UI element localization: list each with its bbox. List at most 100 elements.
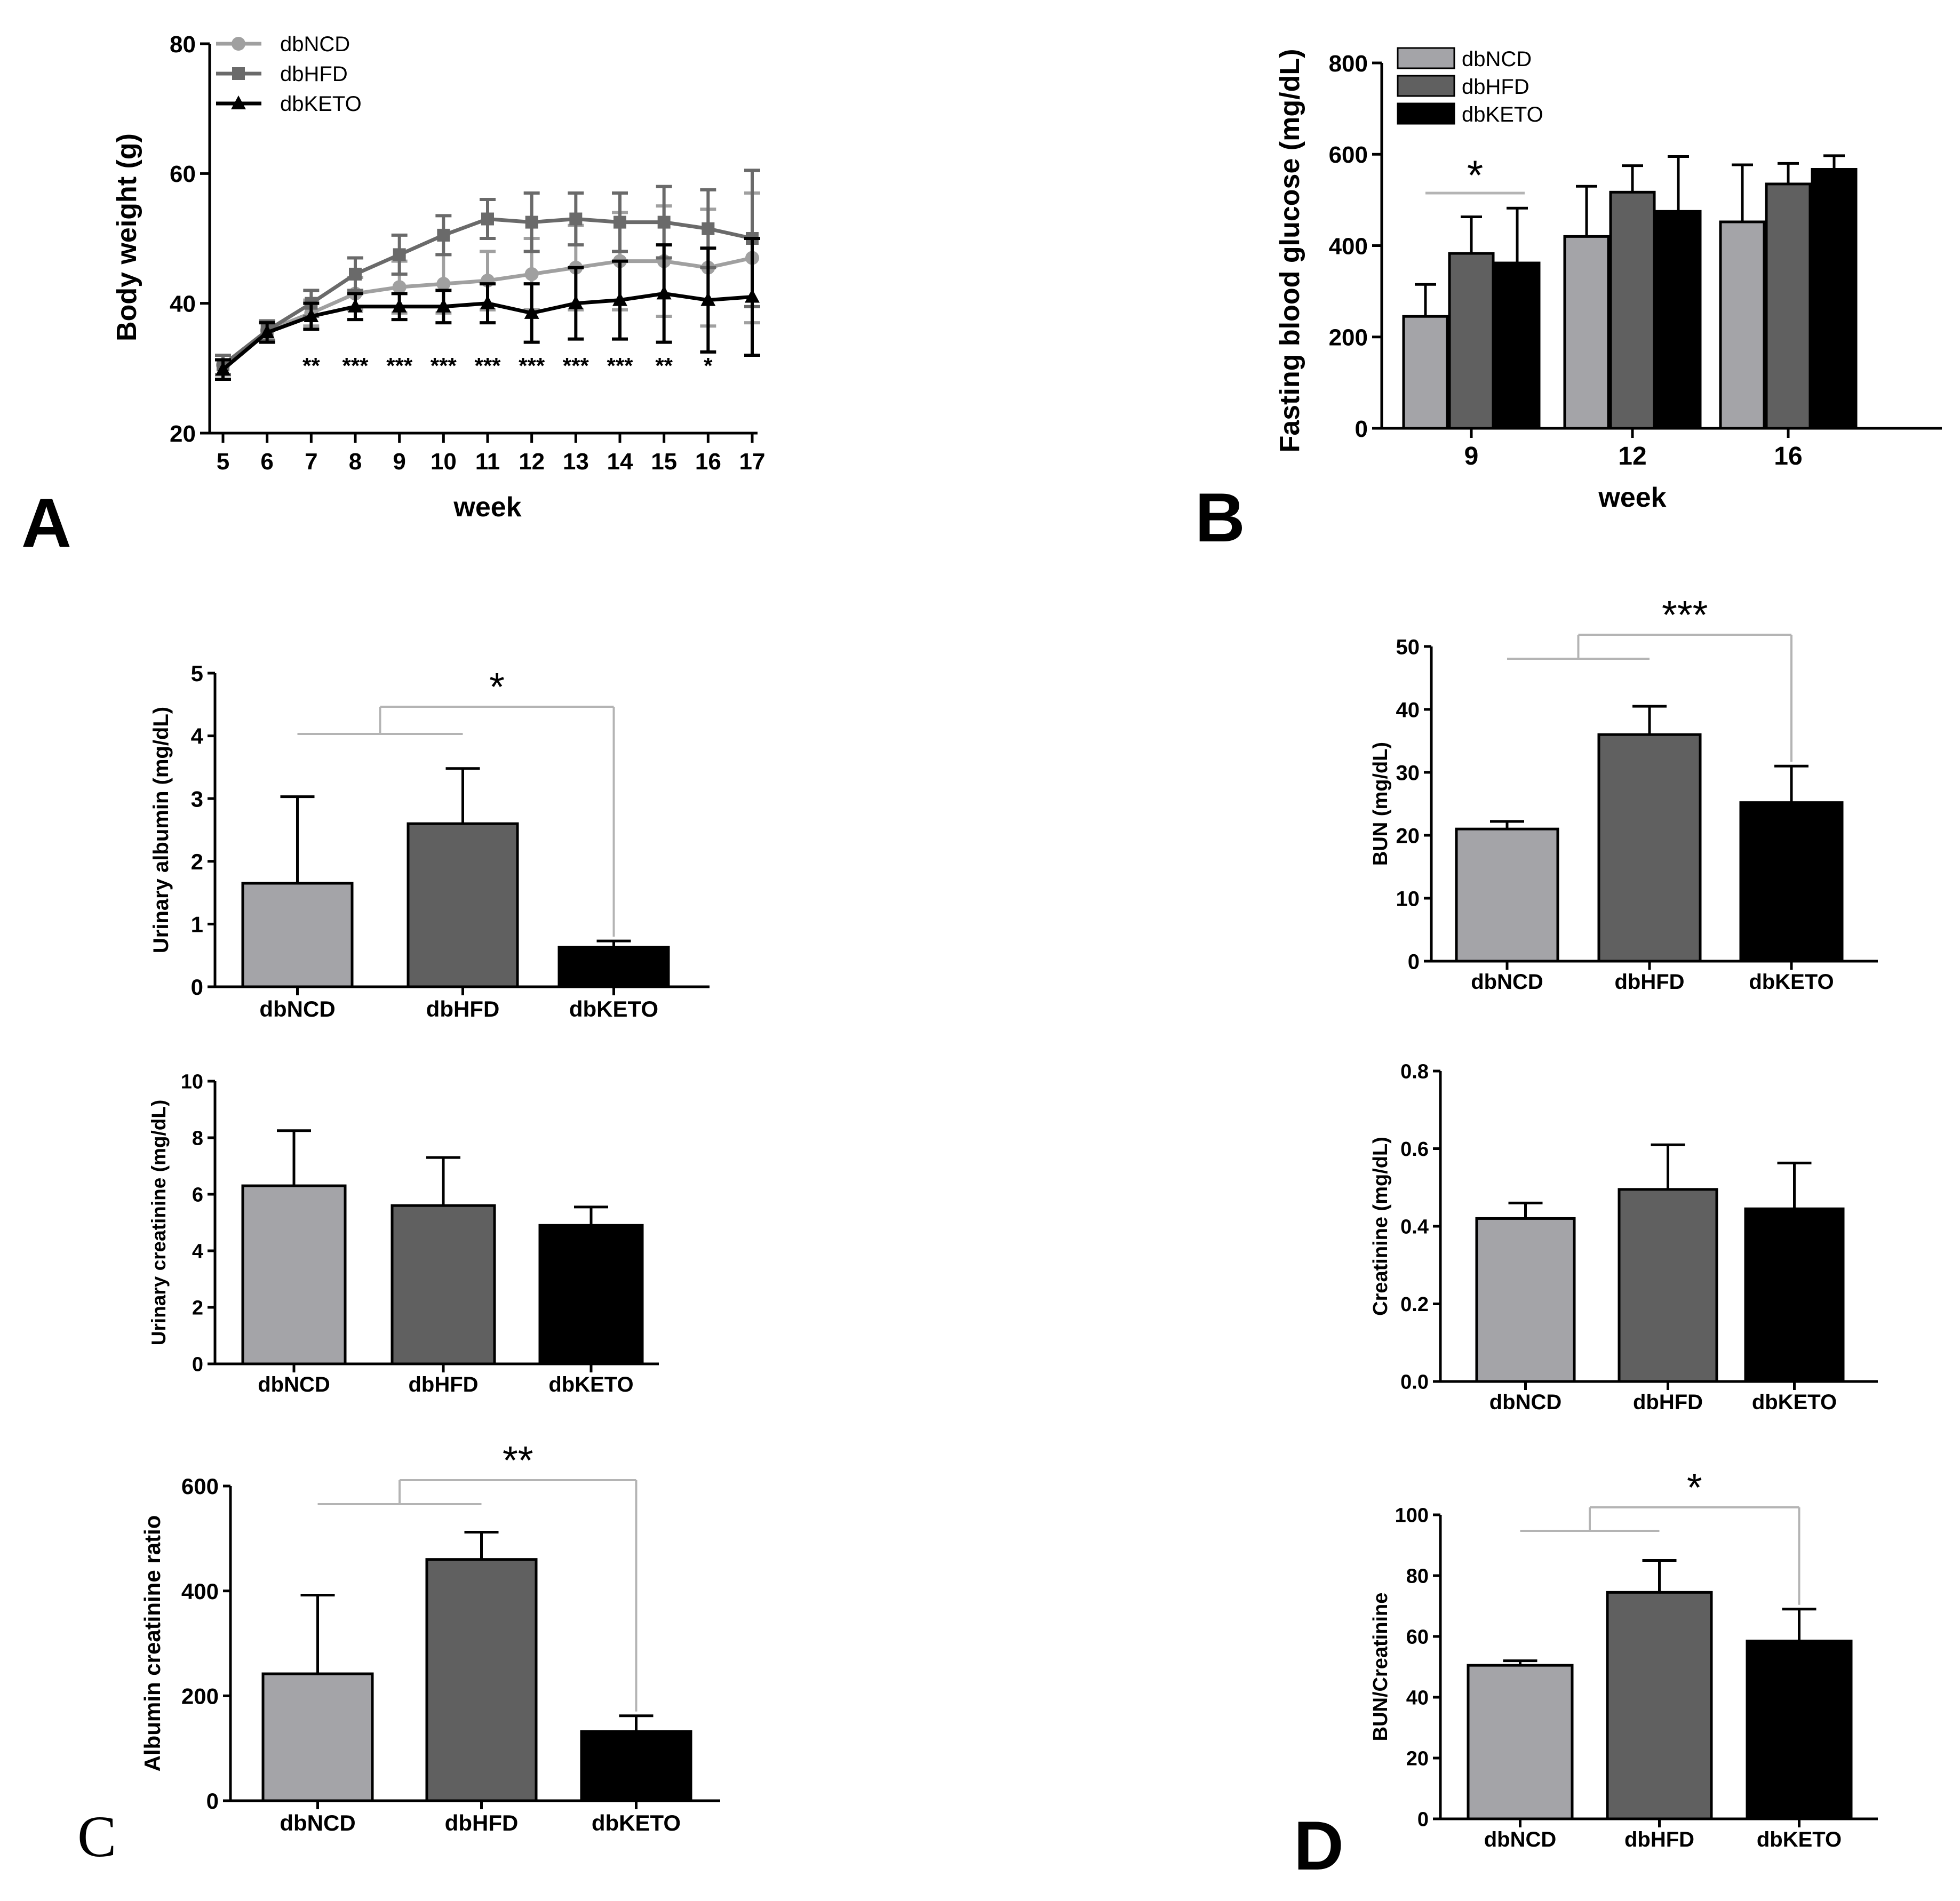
y-tick-label: 8 bbox=[192, 1128, 203, 1150]
y-axis-title: Urinary albumin (mg/dL) bbox=[149, 707, 173, 953]
panel-label-d: D bbox=[1294, 1807, 1344, 1884]
x-tick-label: dbNCD bbox=[1471, 970, 1543, 994]
y-tick-label: 50 bbox=[1396, 635, 1420, 659]
x-tick-label: 10 bbox=[431, 449, 457, 475]
x-tick-label: dbHFD bbox=[1633, 1391, 1703, 1414]
data-point bbox=[392, 298, 407, 313]
data-point bbox=[304, 308, 319, 322]
y-axis-title: Fasting blood glucose (mg/dL) bbox=[1274, 49, 1305, 453]
x-tick-label: 12 bbox=[1618, 442, 1646, 470]
y-tick-label: 0 bbox=[191, 975, 203, 1000]
x-axis-title: week bbox=[1598, 482, 1666, 513]
bar-dbKETO bbox=[1811, 168, 1858, 430]
data-point bbox=[614, 215, 626, 229]
y-tick-label: 60 bbox=[170, 161, 196, 187]
x-tick-label: dbHFD bbox=[1614, 970, 1684, 994]
y-tick-label: 10 bbox=[181, 1071, 203, 1093]
x-tick-label: dbKETO bbox=[548, 1373, 633, 1396]
y-tick-label: 20 bbox=[1406, 1748, 1429, 1770]
bar-dbHFD bbox=[1606, 1591, 1713, 1820]
data-point bbox=[524, 305, 539, 319]
y-axis-title: Creatinine (mg/dL) bbox=[1369, 1137, 1392, 1316]
bar-dbHFD bbox=[425, 1558, 538, 1802]
y-tick-label: 80 bbox=[1406, 1565, 1429, 1588]
data-point bbox=[216, 361, 230, 376]
series-dbKETO bbox=[215, 237, 760, 381]
y-tick-label: 400 bbox=[181, 1579, 219, 1604]
legend-label: dbHFD bbox=[1462, 75, 1529, 99]
legend-label: dbKETO bbox=[280, 92, 362, 116]
legend-swatch bbox=[1397, 102, 1455, 125]
bar-dbHFD bbox=[1609, 190, 1656, 430]
x-tick-label: dbNCD bbox=[1484, 1828, 1557, 1851]
y-tick-label: 0 bbox=[206, 1788, 219, 1814]
chart-c1: 0 1 2 3 4 5 Urinary albumin (mg/dL) dbNCD dbHFD d… bbox=[149, 661, 710, 1021]
x-tick-label: dbNCD bbox=[1489, 1391, 1562, 1414]
legend: dbNCD dbHFD dbKETO bbox=[216, 33, 362, 116]
legend-marker bbox=[231, 95, 246, 109]
x-tick-label: 16 bbox=[1774, 442, 1802, 470]
significance-label: * bbox=[1687, 1465, 1702, 1509]
significance-label: ** bbox=[655, 353, 673, 378]
chart-d2: 0.0 0.2 0.4 0.6 0.8 Creatinine (mg/dL) dbNCD db… bbox=[1369, 1061, 1878, 1414]
panel-label-c: C bbox=[77, 1804, 117, 1869]
x-tick-label: dbNCD bbox=[280, 1810, 355, 1835]
bar-dbNCD bbox=[241, 882, 354, 988]
data-point bbox=[393, 248, 406, 261]
data-point bbox=[437, 228, 450, 242]
data-point bbox=[569, 212, 583, 226]
x-tick-label: 8 bbox=[349, 449, 362, 475]
bar-dbHFD bbox=[407, 822, 519, 988]
bar-dbNCD bbox=[1475, 1217, 1576, 1383]
chart-d1: 0 10 20 30 40 50 BUN (mg/dL) dbNCD dbHFD dbKETO **… bbox=[1369, 593, 1878, 994]
y-tick-label: 400 bbox=[1329, 233, 1368, 259]
legend-label: dbNCD bbox=[280, 33, 350, 56]
y-tick-label: 30 bbox=[1396, 761, 1420, 785]
y-tick-label: 0.2 bbox=[1400, 1293, 1429, 1316]
bar-dbKETO bbox=[1746, 1640, 1853, 1820]
legend-marker bbox=[232, 37, 245, 51]
data-point bbox=[348, 298, 363, 313]
x-tick-label: dbHFD bbox=[1624, 1828, 1694, 1851]
bar-dbHFD bbox=[1597, 733, 1702, 963]
chart-c2: 0 2 4 6 8 10 Urinary creatinine (mg/dL) dbNCD db… bbox=[148, 1071, 659, 1396]
data-point bbox=[568, 295, 584, 309]
bar-dbHFD bbox=[1618, 1188, 1718, 1383]
significance-label: * bbox=[1467, 151, 1483, 198]
bar-dbKETO bbox=[1655, 210, 1702, 430]
chart-a: 20 40 60 80 5 6 7 8 9 10 11 12 13 14 15 16 17 week Body we… bbox=[111, 31, 765, 523]
y-tick-label: 60 bbox=[1406, 1626, 1429, 1649]
data-point bbox=[480, 295, 495, 309]
bar-dbKETO bbox=[1739, 801, 1844, 963]
x-tick-label: 13 bbox=[563, 449, 589, 475]
legend-swatch bbox=[1397, 47, 1455, 69]
x-tick-label: 9 bbox=[1464, 442, 1479, 470]
legend-swatch bbox=[1397, 75, 1455, 97]
significance-label: * bbox=[489, 665, 505, 709]
chart-d3: 0 20 40 60 80 100 BUN/Creatinine dbNCD dbHFD dbKE… bbox=[1369, 1465, 1878, 1851]
x-tick-label: dbKETO bbox=[1752, 1391, 1837, 1414]
y-tick-label: 0 bbox=[192, 1354, 203, 1376]
x-tick-label: dbNCD bbox=[258, 1373, 330, 1396]
y-tick-label: 600 bbox=[181, 1474, 219, 1499]
significance-label: *** bbox=[607, 353, 633, 378]
significance-label: *** bbox=[342, 353, 369, 378]
bar-dbHFD bbox=[1765, 182, 1812, 430]
bar-dbKETO bbox=[557, 946, 670, 988]
significance-label: *** bbox=[519, 353, 545, 378]
x-tick-label: 6 bbox=[260, 449, 273, 475]
y-tick-label: 0 bbox=[1355, 416, 1368, 442]
y-tick-label: 3 bbox=[191, 786, 203, 811]
data-point bbox=[656, 285, 672, 300]
y-tick-label: 800 bbox=[1329, 51, 1368, 77]
y-tick-label: 200 bbox=[181, 1683, 219, 1708]
y-tick-label: 2 bbox=[191, 849, 203, 874]
data-point bbox=[745, 289, 760, 303]
x-tick-label: dbKETO bbox=[569, 996, 658, 1021]
significance-bracket bbox=[1507, 634, 1792, 762]
significance-label: ** bbox=[503, 1438, 533, 1482]
y-tick-label: 200 bbox=[1329, 325, 1368, 351]
legend: dbNCD dbHFD dbKETO bbox=[1397, 47, 1543, 126]
y-tick-label: 5 bbox=[191, 661, 203, 686]
